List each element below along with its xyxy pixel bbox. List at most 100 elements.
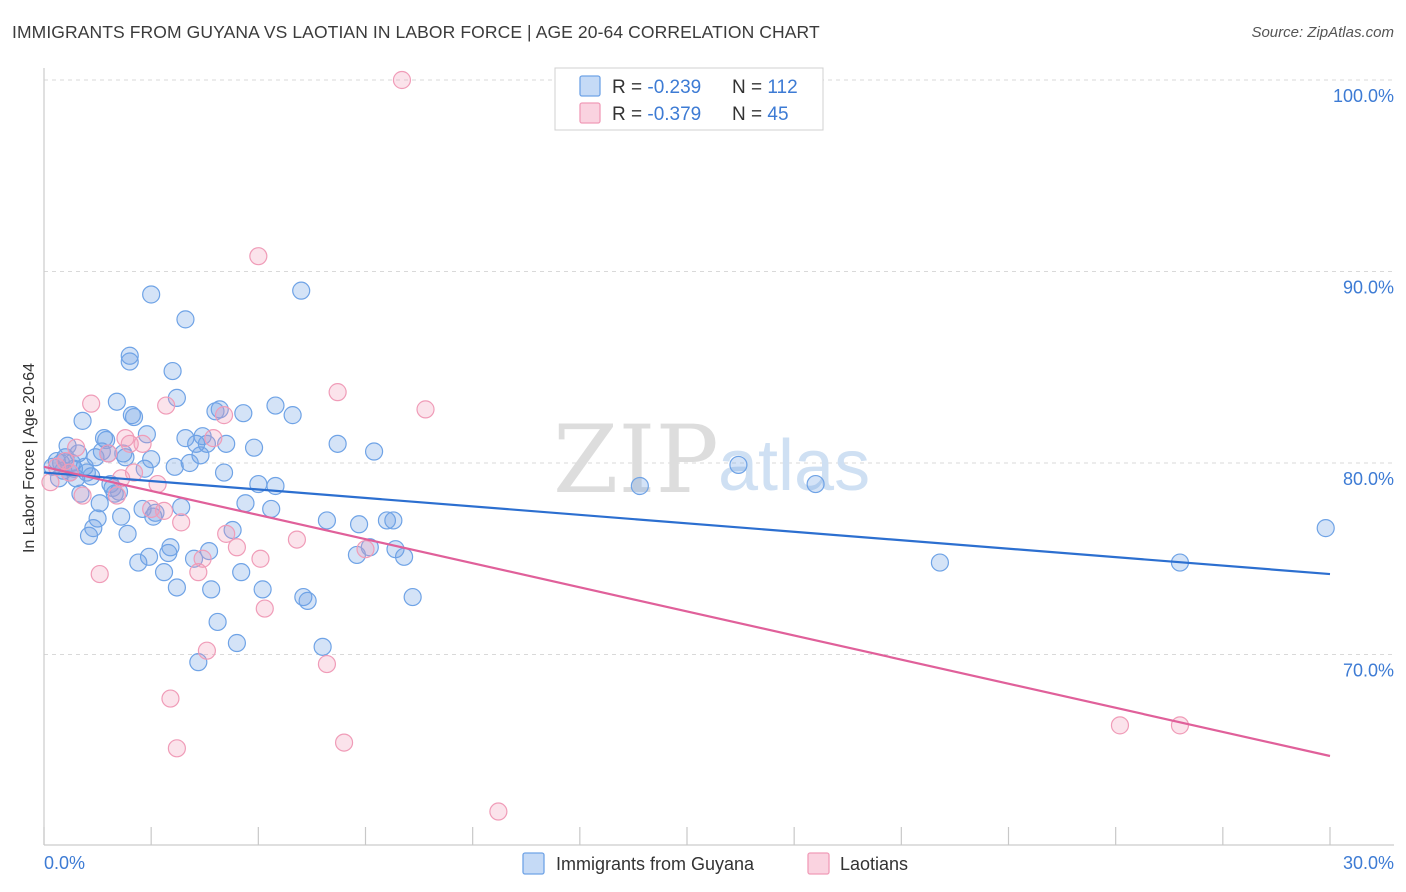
point-laotians-26 (214, 406, 234, 425)
legend-swatch-guyana (579, 75, 601, 97)
point-guyana-51 (163, 361, 182, 381)
point-guyana-53 (167, 578, 186, 597)
point-guyana-52 (165, 457, 184, 476)
x-tick-label-max: 30.0% (1343, 853, 1394, 873)
point-guyana-21 (90, 494, 109, 513)
y-tick-label-90: 90.0% (1343, 278, 1394, 298)
point-laotians-5 (73, 486, 92, 505)
point-guyana-43 (139, 547, 159, 566)
series-laotians-points (41, 70, 1190, 821)
point-laotians-12 (120, 434, 139, 453)
source-label: Source: ZipAtlas.com (1251, 24, 1394, 41)
point-guyana-97 (394, 547, 414, 566)
point-guyana-33 (116, 448, 135, 467)
point-laotians-20 (167, 739, 186, 758)
watermark-zip: ZIP (553, 406, 719, 515)
point-laotians-9 (107, 486, 126, 505)
point-laotians-40 (1110, 716, 1130, 735)
point-guyana-13 (73, 411, 92, 430)
chart-title: IMMIGRANTS FROM GUYANA VS LAOTIAN IN LAB… (12, 22, 820, 42)
point-laotians-14 (133, 434, 152, 453)
point-guyana-41 (135, 459, 154, 478)
point-guyana-36 (120, 352, 139, 371)
point-guyana-87 (313, 637, 332, 656)
legend-r-label-0: R = (612, 77, 647, 98)
point-guyana-18 (84, 519, 103, 538)
point-guyana-91 (349, 515, 369, 534)
point-guyana-83 (283, 406, 302, 425)
svg-text:N = 112: N = 112 (732, 77, 798, 98)
legend-n-value-0: 112 (767, 77, 797, 98)
point-laotians-34 (328, 383, 347, 402)
legend-swatch-laotians (579, 102, 601, 124)
point-guyana-76 (236, 494, 255, 513)
point-laotians-36 (356, 540, 375, 559)
point-guyana-73 (227, 633, 246, 653)
point-laotians-22 (189, 563, 208, 582)
point-laotians-24 (197, 641, 216, 660)
point-guyana-20 (88, 509, 107, 528)
point-laotians-37 (392, 70, 412, 90)
point-guyana-95 (384, 511, 403, 530)
svg-text:N = 45: N = 45 (732, 104, 789, 125)
point-laotians-31 (255, 599, 274, 618)
y-tick-labels: 70.0% 80.0% 90.0% 100.0% (1333, 86, 1394, 681)
point-guyana-55 (172, 497, 191, 517)
point-guyana-35 (120, 346, 139, 365)
point-guyana-62 (191, 446, 210, 465)
point-laotians-18 (157, 396, 176, 415)
y-tick-label-70: 70.0% (1343, 661, 1394, 681)
point-laotians-38 (416, 400, 435, 419)
point-guyana-38 (124, 407, 144, 427)
point-guyana-29 (107, 392, 126, 411)
point-laotians-17 (154, 501, 174, 520)
point-guyana-101 (806, 474, 825, 494)
legend-r-value-0: -0.239 (647, 77, 701, 98)
point-guyana-68 (208, 612, 227, 632)
axes (43, 68, 1394, 846)
point-guyana-77 (244, 438, 264, 457)
point-laotians-7 (90, 564, 109, 584)
x-tick-label-min: 0.0% (44, 853, 85, 873)
point-laotians-28 (227, 538, 246, 557)
trend-line-laotians (43, 465, 1331, 758)
legend-r-value-1: -0.379 (647, 104, 701, 125)
point-guyana-22 (92, 442, 111, 461)
point-guyana-48 (154, 563, 174, 582)
point-laotians-21 (172, 513, 191, 532)
series-guyana-points (43, 281, 1335, 672)
point-laotians-23 (193, 549, 212, 568)
point-guyana-66 (202, 580, 221, 599)
point-guyana-93 (364, 442, 384, 461)
point-guyana-100 (729, 455, 748, 475)
y-tick-label-80: 80.0% (1343, 469, 1394, 489)
point-guyana-75 (234, 404, 253, 423)
point-laotians-19 (161, 689, 180, 708)
point-laotians-33 (317, 654, 337, 674)
point-guyana-45 (142, 285, 161, 304)
point-guyana-44 (142, 450, 161, 469)
point-guyana-74 (232, 563, 251, 582)
bottom-legend-swatch-laotians (807, 852, 830, 875)
legend-r-label-1: R = (612, 104, 647, 125)
svg-text:R = -0.239: R = -0.239 (612, 77, 701, 98)
point-guyana-34 (118, 524, 137, 543)
legend-n-label-0: N = (732, 77, 767, 98)
bottom-legend-swatch-guyana (522, 852, 545, 875)
point-laotians-0 (41, 473, 60, 492)
x-tick-marks (43, 827, 1331, 845)
point-laotians-25 (204, 429, 223, 448)
point-laotians-4 (67, 438, 86, 457)
bottom-legend-label-guyana: Immigrants from Guyana (556, 854, 755, 874)
y-tick-label-100: 100.0% (1333, 86, 1394, 106)
point-laotians-32 (287, 530, 307, 549)
point-guyana-88 (317, 511, 337, 530)
point-guyana-56 (176, 310, 195, 329)
point-guyana-79 (253, 580, 272, 599)
legend-n-value-1: 45 (767, 104, 788, 125)
point-guyana-104 (1316, 519, 1335, 538)
point-laotians-13 (124, 463, 144, 482)
point-guyana-89 (328, 434, 347, 453)
point-laotians-39 (489, 802, 508, 821)
